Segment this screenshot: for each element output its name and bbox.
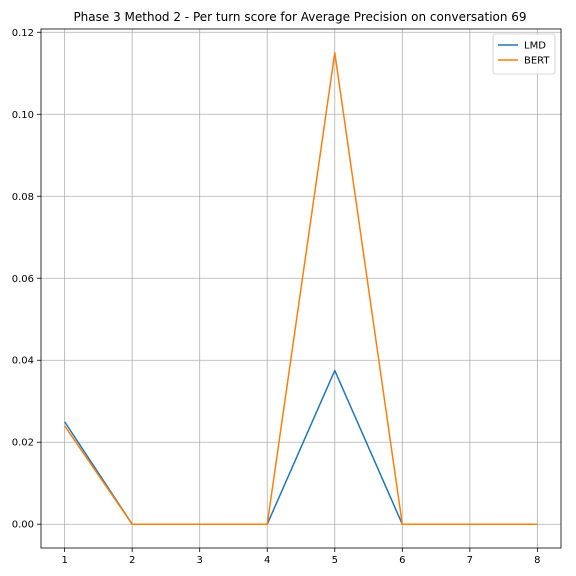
series-line-bert bbox=[64, 52, 538, 525]
chart-title: Phase 3 Method 2 - Per turn score for Av… bbox=[73, 10, 526, 24]
y-tick-label: 0.00 bbox=[12, 520, 34, 531]
x-tick-label: 1 bbox=[61, 555, 67, 566]
series-lines bbox=[64, 52, 538, 525]
x-tick-label: 4 bbox=[264, 555, 270, 566]
y-tick-label: 0.10 bbox=[12, 110, 34, 121]
legend: LMD BERT bbox=[492, 33, 556, 75]
y-tick-label: 0.04 bbox=[12, 356, 34, 367]
legend-box bbox=[492, 33, 556, 75]
grid bbox=[41, 29, 561, 548]
y-tick-label: 0.02 bbox=[12, 438, 34, 449]
legend-label: BERT bbox=[524, 56, 550, 67]
x-tick-label: 5 bbox=[332, 555, 338, 566]
x-tick-label: 8 bbox=[534, 555, 540, 566]
y-tick-label: 0.06 bbox=[12, 274, 34, 285]
legend-label: LMD bbox=[524, 41, 546, 52]
x-tick-label: 7 bbox=[467, 555, 473, 566]
y-tick-label: 0.08 bbox=[12, 192, 34, 203]
x-tick-label: 6 bbox=[399, 555, 405, 566]
series-line-lmd bbox=[64, 369, 538, 525]
plot-area-frame bbox=[40, 28, 562, 549]
axis-ticks: 1 2 3 4 5 6 7 8 0.00 0.02 0.04 0.06 0.08 0.10 0.12 bbox=[12, 28, 541, 566]
y-tick-label: 0.12 bbox=[12, 28, 34, 39]
x-tick-label: 3 bbox=[197, 555, 203, 566]
x-tick-label: 2 bbox=[129, 555, 135, 566]
